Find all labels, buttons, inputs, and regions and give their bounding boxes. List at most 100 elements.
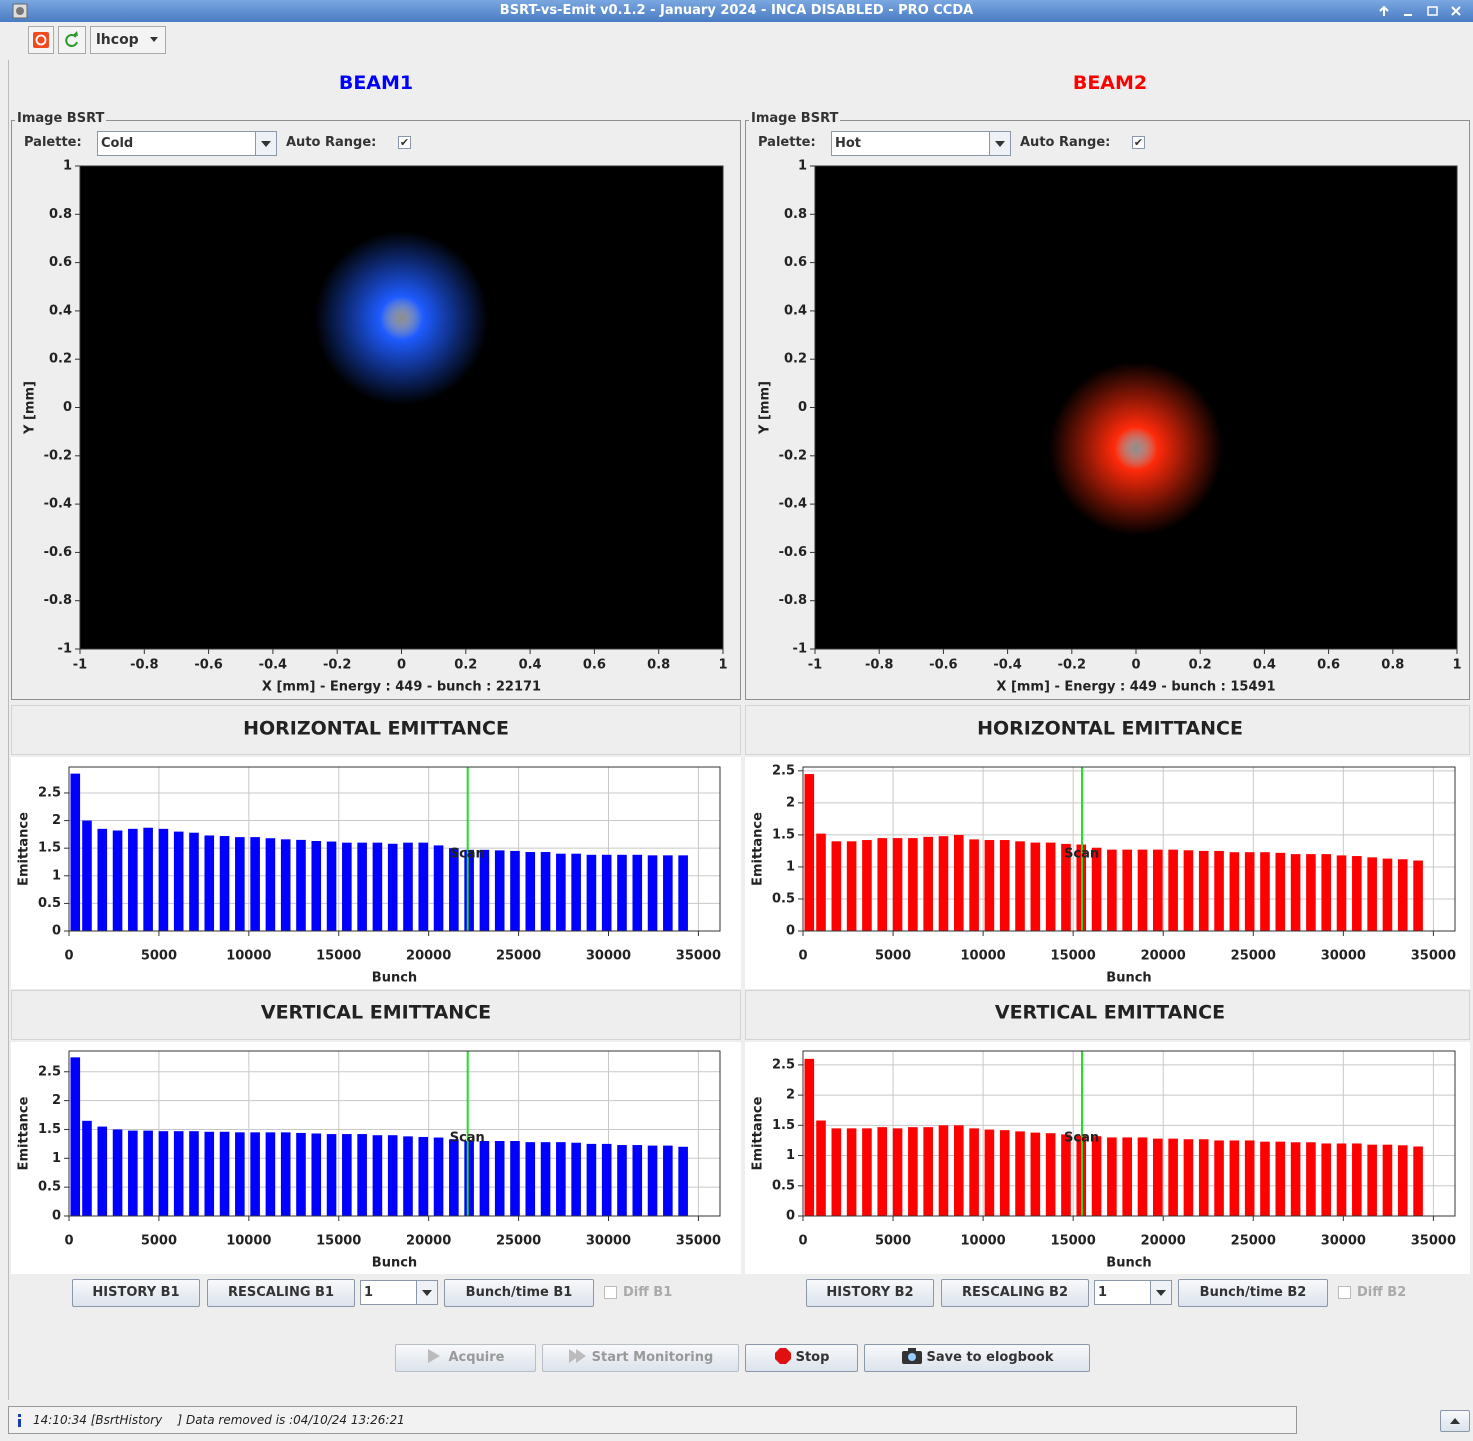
y-axis-label: Emittance	[751, 1096, 766, 1170]
x-tick-label: 0.6	[583, 658, 606, 673]
bar	[1046, 843, 1056, 931]
beam-spot	[1049, 362, 1222, 535]
emittance-chart: 00.511.522.50500010000150002000025000300…	[17, 1002, 722, 1271]
y-tick-label: -0.8	[44, 593, 72, 608]
bar	[923, 837, 933, 931]
bar	[71, 1057, 81, 1216]
y-tick-label: 0.4	[49, 303, 72, 318]
bar	[342, 843, 352, 931]
y-tick-label: 0.6	[784, 255, 807, 270]
y-tick-label: 2	[52, 1093, 61, 1108]
bar	[204, 835, 214, 931]
bar	[220, 1132, 230, 1216]
bar	[189, 1131, 199, 1216]
bar	[128, 829, 138, 931]
bar	[510, 851, 520, 931]
bar	[862, 1128, 872, 1216]
bar	[816, 834, 826, 931]
bar	[82, 821, 92, 931]
y-tick-label: 1.5	[772, 1118, 795, 1133]
x-axis-label: Bunch	[1106, 971, 1151, 986]
bar	[1015, 841, 1025, 931]
x-tick-label: 0.2	[454, 658, 477, 673]
x-tick-label: 5000	[141, 1234, 177, 1249]
x-tick-label: 0.4	[1253, 658, 1276, 673]
bar	[525, 1142, 535, 1216]
y-tick-label: 0	[786, 924, 795, 939]
y-tick-label: -0.2	[44, 448, 72, 463]
bar	[250, 1132, 260, 1216]
bar	[541, 852, 551, 931]
x-tick-label: 0	[397, 658, 406, 673]
x-tick-label: 35000	[676, 1234, 721, 1249]
bar	[877, 1127, 887, 1216]
bar	[908, 838, 918, 931]
x-tick-label: 10000	[960, 949, 1005, 964]
x-tick-label: 25000	[496, 1234, 541, 1249]
bar	[1168, 850, 1178, 931]
bar	[1184, 1139, 1194, 1216]
y-tick-label: 0	[786, 1209, 795, 1224]
bar	[556, 1142, 566, 1216]
x-tick-label: 10000	[960, 1234, 1005, 1249]
y-tick-label: -0.6	[779, 545, 807, 560]
bar	[113, 1129, 123, 1216]
x-tick-label: 30000	[586, 1234, 631, 1249]
x-tick-label: 0.8	[647, 658, 670, 673]
x-tick-label: -1	[808, 658, 822, 673]
bar	[862, 840, 872, 931]
x-tick-label: -0.2	[1058, 658, 1086, 673]
bar	[327, 842, 337, 931]
bar	[1107, 1137, 1117, 1216]
bar	[143, 828, 153, 931]
x-tick-label: -0.4	[259, 658, 287, 673]
bar	[525, 852, 535, 931]
bar	[1398, 1145, 1408, 1216]
chart-title: VERTICAL EMITTANCE	[261, 1002, 491, 1024]
y-tick-label: 2.5	[772, 763, 795, 778]
y-tick-label: -0.4	[44, 497, 72, 512]
beam-spot	[315, 231, 489, 405]
y-tick-label: 0.6	[49, 255, 72, 270]
x-tick-label: 30000	[1321, 949, 1366, 964]
x-tick-label: 0.8	[1381, 658, 1404, 673]
bar	[1230, 852, 1240, 931]
x-tick-label: 20000	[1141, 1234, 1186, 1249]
bar	[1184, 850, 1194, 931]
bar	[1153, 1139, 1163, 1216]
bar	[816, 1121, 826, 1216]
bar	[174, 832, 184, 931]
y-tick-label: 0.2	[49, 352, 72, 367]
bar	[464, 850, 474, 931]
y-tick-label: 0	[52, 1209, 61, 1224]
x-tick-label: 30000	[586, 949, 631, 964]
bar	[1092, 1136, 1102, 1216]
bar	[1138, 850, 1148, 931]
bar	[587, 855, 597, 931]
bar	[159, 829, 169, 931]
x-tick-label: -0.2	[323, 658, 351, 673]
bar	[571, 854, 581, 931]
charts: -1-0.8-0.6-0.4-0.200.20.40.60.81-1-0.8-0…	[0, 0, 1473, 1440]
bar	[357, 1134, 367, 1216]
chart-title: VERTICAL EMITTANCE	[995, 1002, 1225, 1024]
bar	[602, 1144, 612, 1216]
bar	[985, 1130, 995, 1216]
y-tick-label: 1	[52, 868, 61, 883]
scan-label: Scan	[1064, 847, 1099, 862]
bar	[663, 1146, 673, 1216]
bar	[1245, 852, 1255, 931]
bar	[571, 1143, 581, 1216]
y-tick-label: 1	[798, 159, 807, 174]
bar	[296, 1133, 306, 1216]
bar	[434, 1138, 444, 1216]
bar	[1352, 856, 1362, 931]
x-tick-label: -0.6	[929, 658, 957, 673]
bar	[1275, 1142, 1285, 1216]
bar	[893, 838, 903, 931]
bar	[985, 840, 995, 931]
y-tick-label: 0.5	[772, 891, 795, 906]
y-tick-label: 2.5	[772, 1057, 795, 1072]
y-axis-label: Emittance	[17, 1096, 32, 1170]
bar	[1031, 1133, 1041, 1216]
